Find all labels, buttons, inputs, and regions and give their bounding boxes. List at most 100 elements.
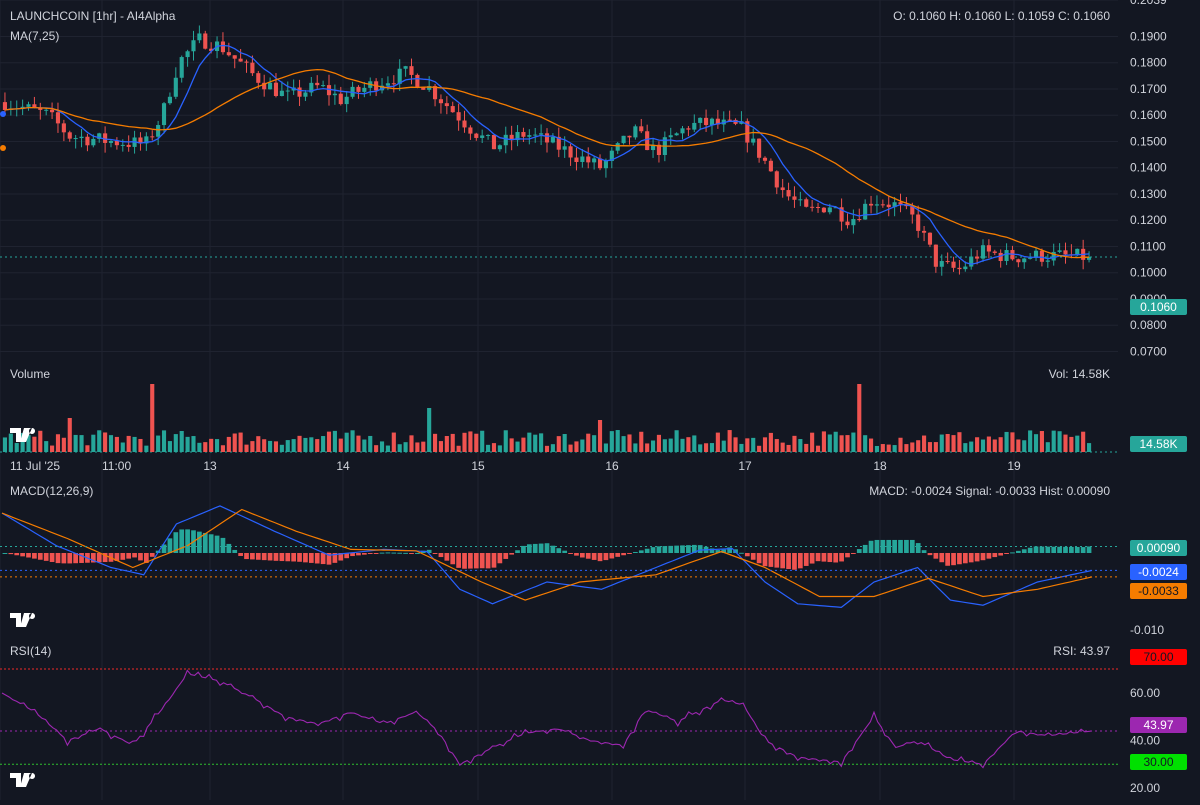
volume-bar [827, 434, 832, 452]
macd-histogram-bar [532, 543, 538, 553]
volume-bar [792, 435, 797, 452]
macd-histogram-bar [279, 553, 285, 562]
macd-histogram-bar [951, 553, 956, 566]
volume-tag: 14.58K [1130, 436, 1187, 452]
volume-bar [297, 435, 302, 452]
macd-histogram-bar [385, 552, 391, 554]
macd-histogram-bar [656, 546, 662, 553]
x-tick-label: 11 Jul '25 [10, 459, 60, 473]
volume-bar [1016, 439, 1021, 452]
candle-body [97, 133, 102, 139]
candle-body [910, 206, 915, 215]
macd-histogram-bar [20, 553, 25, 557]
candle-body [951, 261, 956, 268]
macd-histogram-bar [674, 545, 679, 553]
volume-bar [138, 438, 143, 452]
candle-body [262, 82, 267, 90]
macd-histogram-bar [538, 543, 544, 553]
macd-histogram-bar [1021, 549, 1027, 553]
volume-bar [268, 440, 273, 452]
macd-histogram-bar [691, 544, 697, 553]
candle-body [821, 207, 826, 213]
candle-body [238, 58, 243, 62]
volume-bar [20, 433, 25, 452]
volume-bar [285, 440, 290, 452]
volume-bar [916, 440, 921, 452]
candle-body [798, 199, 803, 201]
macd-histogram-bar [491, 553, 497, 568]
volume-bar [356, 435, 361, 452]
volume-bar [645, 443, 650, 452]
volume-layer [0, 384, 1118, 453]
volume-bar [521, 437, 526, 452]
candle-body [886, 204, 891, 208]
macd-histogram-bar [179, 529, 185, 553]
candle-body [874, 204, 880, 206]
volume-bar [939, 434, 944, 452]
x-tick-label: 17 [738, 459, 752, 473]
macd-histogram-bar [886, 539, 892, 553]
volume-bar [432, 433, 438, 452]
volume-bar [61, 437, 66, 452]
volume-bar [321, 436, 326, 452]
volume-bar [391, 432, 396, 452]
candle-body [627, 135, 632, 138]
volume-bar [1051, 430, 1056, 452]
macd-histogram-bar [344, 553, 350, 559]
candle-body [91, 138, 96, 146]
tradingview-logo-icon [10, 613, 36, 627]
macd-histogram-bar [921, 550, 927, 553]
volume-bar [550, 444, 555, 452]
candle-body [1057, 250, 1062, 252]
macd-histogram-bar [473, 553, 479, 569]
volume-bar [757, 445, 762, 452]
volume-bar [739, 443, 744, 452]
volume-bar [933, 442, 938, 452]
volume-bar [692, 435, 697, 452]
candle-body [851, 219, 856, 226]
macd-histogram-bar [432, 553, 438, 554]
volume-bar [768, 432, 773, 452]
volume-bar [892, 445, 897, 452]
volume-readout: Vol: 14.58K [1048, 367, 1110, 381]
macd-histogram-bar [521, 545, 526, 553]
candle-body [845, 221, 850, 226]
macd-histogram-bar [1045, 546, 1051, 553]
y-tick-label: 0.1200 [1130, 213, 1167, 227]
macd-histogram-bar [497, 553, 503, 564]
candle-body [975, 256, 980, 259]
candle-body [751, 138, 756, 143]
macd-hist-tag: 0.00090 [1130, 540, 1187, 556]
candle-body [421, 87, 426, 90]
y-tick-label: 0.0700 [1130, 344, 1167, 358]
macd-axis-low: -0.010 [1130, 623, 1165, 637]
macd-histogram-bar [220, 537, 226, 553]
macd-histogram-bar [267, 553, 273, 561]
volume-bar [103, 432, 108, 452]
macd-histogram-bar [715, 550, 721, 553]
macd-histogram-bar [597, 553, 603, 562]
volume-bar [662, 439, 667, 452]
macd-histogram-bar [927, 553, 933, 556]
volume-bar [362, 439, 367, 452]
candle-body [338, 93, 343, 105]
volume-bar [774, 439, 779, 452]
price-tag: 0.1060 [1130, 299, 1187, 315]
volume-bar [680, 438, 685, 452]
candle-body [67, 132, 72, 139]
signal-line [1, 508, 1093, 601]
volume-bar [1028, 430, 1033, 452]
macd-histogram-bar [90, 553, 96, 563]
candle-body [774, 171, 779, 188]
macd-histogram-bar [780, 553, 786, 569]
candle-body [863, 203, 868, 220]
candle-body [574, 157, 579, 162]
macd-histogram-bar [680, 545, 685, 553]
candle-body [474, 133, 479, 138]
candle-body [61, 123, 66, 133]
volume-bar [1004, 431, 1009, 452]
macd-histogram-bar [768, 553, 774, 567]
candle-body [120, 144, 125, 146]
candle-body [309, 82, 314, 93]
